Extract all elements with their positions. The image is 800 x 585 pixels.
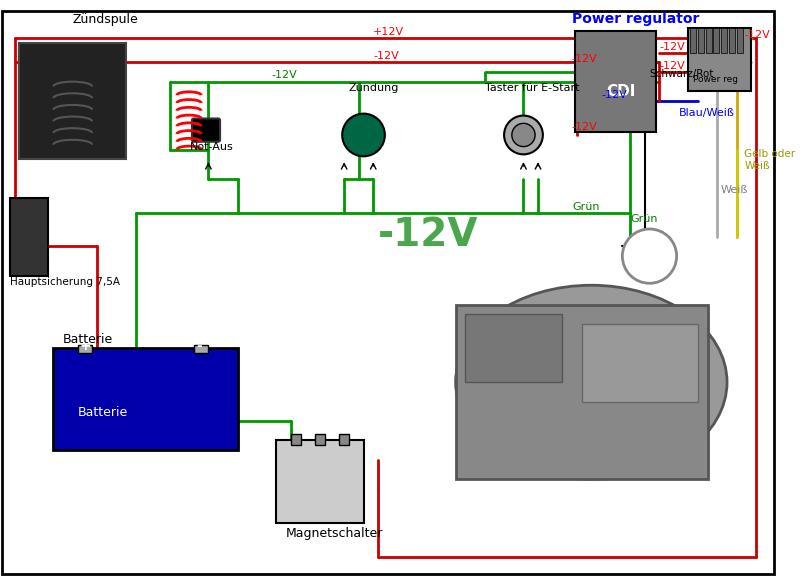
Text: -12V: -12V: [572, 122, 598, 132]
Circle shape: [512, 123, 535, 147]
Bar: [315, 433, 325, 445]
Text: CDI: CDI: [606, 84, 635, 99]
Bar: [276, 441, 363, 523]
Bar: [690, 28, 696, 53]
FancyBboxPatch shape: [575, 31, 656, 132]
Bar: [19, 43, 126, 159]
Bar: [466, 314, 562, 382]
Text: Grün: Grün: [572, 202, 599, 212]
Text: Grün: Grün: [630, 214, 658, 224]
Text: -12V: -12V: [601, 90, 626, 100]
Text: Power reg: Power reg: [693, 75, 738, 84]
FancyBboxPatch shape: [192, 119, 220, 142]
Text: Zündung: Zündung: [349, 83, 399, 94]
Text: Zündspule: Zündspule: [73, 13, 138, 26]
Text: -12V: -12V: [572, 54, 598, 64]
Bar: [54, 348, 238, 450]
Bar: [688, 28, 751, 91]
Bar: [194, 345, 209, 353]
Bar: [698, 28, 704, 53]
Text: Batterie: Batterie: [78, 406, 128, 419]
Circle shape: [622, 229, 677, 283]
Bar: [722, 28, 727, 53]
Bar: [291, 433, 301, 445]
Circle shape: [504, 116, 543, 154]
Text: Batterie: Batterie: [63, 333, 114, 346]
Bar: [78, 345, 92, 353]
Bar: [714, 28, 719, 53]
Bar: [339, 433, 349, 445]
Text: -12V: -12V: [271, 70, 297, 80]
Text: +: +: [79, 339, 91, 353]
Text: Weiß: Weiß: [720, 185, 748, 195]
Text: Not-Aus: Not-Aus: [190, 142, 234, 152]
Text: -: -: [196, 339, 202, 353]
Text: Blau/Weiß: Blau/Weiß: [678, 108, 734, 118]
Text: Power regulator: Power regulator: [572, 12, 699, 26]
Text: -12V: -12V: [659, 61, 685, 71]
Text: -12V: -12V: [659, 42, 685, 51]
Text: Taster für E-Start: Taster für E-Start: [485, 83, 579, 94]
Bar: [10, 198, 49, 276]
Text: Gelb oder
Weiß: Gelb oder Weiß: [745, 149, 796, 171]
Text: Schwarz/Rot: Schwarz/Rot: [650, 69, 714, 79]
Bar: [729, 28, 735, 53]
Bar: [706, 28, 711, 53]
Ellipse shape: [456, 285, 727, 479]
Text: Magnetschalter: Magnetschalter: [286, 527, 383, 541]
Circle shape: [342, 113, 385, 156]
Bar: [456, 305, 708, 479]
Bar: [582, 324, 698, 401]
Text: +12V: +12V: [374, 27, 404, 37]
Text: -12V: -12V: [745, 30, 770, 40]
Bar: [737, 28, 742, 53]
Text: -12V: -12V: [378, 216, 478, 254]
Text: Hauptsicherung 7,5A: Hauptsicherung 7,5A: [10, 277, 120, 287]
Text: -12V: -12V: [374, 51, 399, 61]
